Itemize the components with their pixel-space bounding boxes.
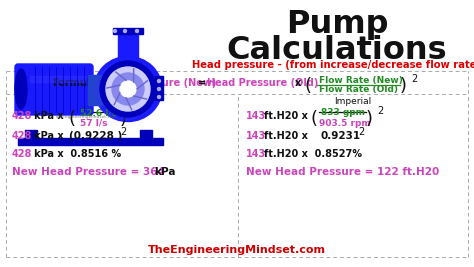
Text: (: ( bbox=[69, 110, 76, 128]
FancyBboxPatch shape bbox=[15, 64, 93, 115]
Text: kPa x: kPa x bbox=[34, 111, 64, 121]
Text: (: ( bbox=[311, 110, 318, 128]
Text: New Head Pressure = 122 ft.H20: New Head Pressure = 122 ft.H20 bbox=[246, 167, 439, 177]
FancyBboxPatch shape bbox=[88, 75, 102, 105]
Text: 428: 428 bbox=[12, 149, 32, 159]
Circle shape bbox=[157, 96, 161, 99]
Text: 2: 2 bbox=[131, 106, 137, 116]
Circle shape bbox=[106, 67, 150, 111]
FancyBboxPatch shape bbox=[140, 130, 152, 138]
Text: 52.6 l/s: 52.6 l/s bbox=[80, 108, 117, 117]
Text: 143: 143 bbox=[246, 131, 266, 141]
Text: kPa: kPa bbox=[154, 167, 175, 177]
Text: 833 gpm: 833 gpm bbox=[321, 108, 365, 117]
Ellipse shape bbox=[95, 62, 155, 120]
Text: x: x bbox=[295, 78, 301, 88]
Text: TheEngineeringMindset.com: TheEngineeringMindset.com bbox=[148, 245, 326, 255]
Text: Head pressure - (from increase/decrease flow rate): Head pressure - (from increase/decrease … bbox=[192, 60, 474, 70]
Text: ): ) bbox=[120, 110, 127, 128]
Text: New Head Pressure = 364: New Head Pressure = 364 bbox=[12, 167, 165, 177]
Text: Calculations: Calculations bbox=[227, 35, 447, 66]
Text: Head Pressure (New): Head Pressure (New) bbox=[100, 78, 216, 88]
FancyBboxPatch shape bbox=[113, 28, 143, 34]
Text: 2: 2 bbox=[377, 106, 383, 116]
Text: Imperial: Imperial bbox=[334, 97, 372, 106]
Text: ): ) bbox=[400, 77, 407, 95]
Text: 143: 143 bbox=[246, 149, 266, 159]
Text: ft.H20 x  0.8527%: ft.H20 x 0.8527% bbox=[264, 149, 362, 159]
Text: (0.9228 ): (0.9228 ) bbox=[69, 131, 122, 141]
Text: 903.5 rpm: 903.5 rpm bbox=[319, 119, 371, 128]
Text: Head Pressure (Old): Head Pressure (Old) bbox=[207, 78, 319, 88]
Text: ft.H20 x: ft.H20 x bbox=[264, 111, 308, 121]
Text: (: ( bbox=[305, 77, 312, 95]
Text: 2: 2 bbox=[120, 127, 126, 137]
Text: kPa x: kPa x bbox=[34, 131, 64, 141]
Circle shape bbox=[157, 80, 161, 83]
Text: 428: 428 bbox=[12, 131, 32, 141]
Text: ft.H20 x: ft.H20 x bbox=[264, 131, 308, 141]
Ellipse shape bbox=[94, 57, 162, 121]
Text: 2: 2 bbox=[411, 74, 417, 84]
Circle shape bbox=[124, 29, 127, 33]
FancyBboxPatch shape bbox=[25, 130, 37, 138]
Text: kPa x  0.8516 %: kPa x 0.8516 % bbox=[34, 149, 121, 159]
Text: Flow Rate (Old): Flow Rate (Old) bbox=[319, 85, 398, 94]
Text: 428: 428 bbox=[12, 111, 32, 121]
Text: Pump: Pump bbox=[286, 9, 388, 40]
FancyBboxPatch shape bbox=[18, 138, 163, 145]
Circle shape bbox=[113, 29, 117, 33]
Circle shape bbox=[100, 61, 156, 117]
Text: ): ) bbox=[366, 110, 373, 128]
Text: Metric: Metric bbox=[105, 97, 133, 106]
Text: 0.9231: 0.9231 bbox=[321, 131, 361, 141]
Circle shape bbox=[136, 29, 138, 33]
Text: Formula:: Formula: bbox=[52, 78, 101, 88]
Text: =: = bbox=[198, 78, 206, 88]
FancyBboxPatch shape bbox=[30, 76, 85, 82]
Text: 57 l/s: 57 l/s bbox=[80, 119, 108, 128]
Text: Flow Rate (New): Flow Rate (New) bbox=[319, 76, 403, 85]
FancyBboxPatch shape bbox=[155, 76, 163, 100]
Text: 143: 143 bbox=[246, 111, 266, 121]
Circle shape bbox=[120, 81, 136, 97]
Circle shape bbox=[157, 88, 161, 91]
Ellipse shape bbox=[15, 69, 27, 109]
Circle shape bbox=[112, 73, 144, 105]
Text: TheEngineeringMindset.com: TheEngineeringMindset.com bbox=[54, 115, 116, 119]
Text: 2: 2 bbox=[358, 127, 364, 137]
FancyBboxPatch shape bbox=[118, 30, 138, 60]
